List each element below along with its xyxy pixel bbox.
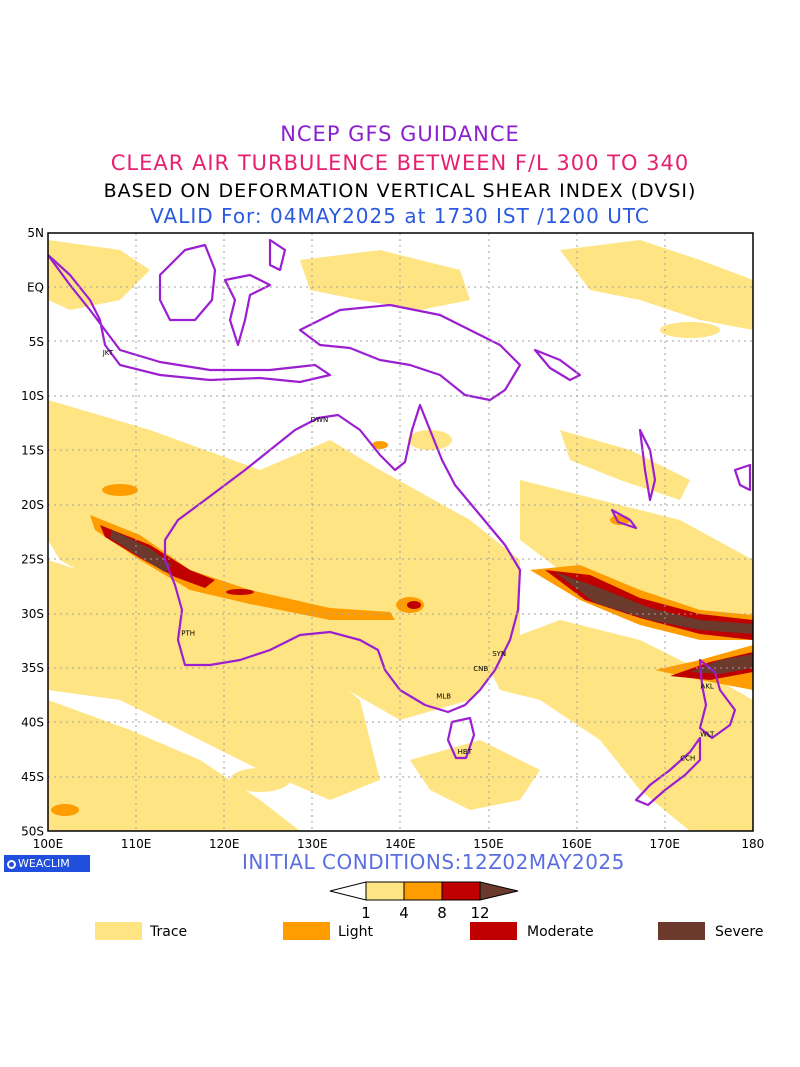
color-bar-tick: 1 (361, 904, 371, 922)
legend-label-light: Light (338, 924, 373, 940)
title-line-1: NCEP GFS GUIDANCE (280, 122, 520, 146)
longitude-label: 180 (741, 837, 764, 851)
longitude-label: 160E (561, 837, 592, 851)
city-label: MLB (436, 692, 451, 700)
longitude-label: 170E (649, 837, 680, 851)
latitude-label: 50S (21, 824, 44, 838)
coastlines (48, 238, 752, 807)
latitude-label: 15S (21, 444, 44, 458)
legend-label-moderate: Moderate (527, 924, 594, 940)
legend-swatch-trace (95, 922, 142, 940)
color-bar-tick: 12 (470, 904, 489, 922)
city-label: CCH (680, 754, 695, 762)
city-label: PTH (181, 629, 195, 637)
map-frame (47, 232, 754, 832)
city-label: SYN (492, 650, 506, 658)
longitude-label: 130E (297, 837, 328, 851)
color-bar: 1 4 8 12 (329, 881, 519, 922)
latitude-labels: 5N EQ 5S 10S 15S 20S 25S 30S 35S 40S 45S 50S (21, 226, 44, 838)
longitude-label: 100E (33, 837, 64, 851)
legend-swatch-severe (658, 922, 705, 940)
color-bar-low-arrow (329, 881, 367, 901)
latitude-label: 5N (27, 226, 44, 240)
color-bar-trace (365, 881, 405, 901)
city-label: JKT (102, 349, 114, 357)
logo-text: WEACLIM (18, 857, 70, 870)
severe-regions (110, 530, 753, 674)
trace-regions (48, 240, 753, 831)
latitude-label: 40S (21, 716, 44, 730)
legend-label-severe: Severe (715, 924, 763, 940)
color-bar-light (403, 881, 443, 901)
color-bar-severe-arrow (479, 881, 519, 901)
latitude-label: EQ (27, 280, 44, 294)
category-legend: Trace Light Moderate Severe (95, 922, 763, 940)
city-label: DWN (311, 416, 329, 424)
legend-swatch-moderate (470, 922, 517, 940)
longitude-label: 110E (121, 837, 152, 851)
map-plot-area: JKT DWN PTH SYN CNB MLB HBT AKL WLT CCH (48, 233, 753, 831)
latitude-label: 30S (21, 607, 44, 621)
color-bar-moderate (441, 881, 481, 901)
city-labels: JKT DWN PTH SYN CNB MLB HBT AKL WLT CCH (102, 349, 715, 763)
color-bar-tick: 4 (399, 904, 409, 922)
city-label: WLT (700, 730, 715, 738)
longitude-label: 150E (473, 837, 504, 851)
longitude-label: 120E (209, 837, 240, 851)
latitude-label: 5S (29, 335, 44, 349)
latitude-label: 25S (21, 552, 44, 566)
latitude-label: 20S (21, 498, 44, 512)
latitude-label: 10S (21, 389, 44, 403)
city-label: CNB (473, 665, 488, 673)
weaclim-logo: WEACLIM (4, 855, 90, 872)
city-label: HBT (458, 748, 473, 756)
longitude-label: 140E (385, 837, 416, 851)
logo-icon (7, 860, 16, 869)
latitude-label: 45S (21, 770, 44, 784)
initial-conditions: INITIAL CONDITIONS:12Z02MAY2025 (242, 850, 625, 874)
color-bar-tick: 8 (437, 904, 447, 922)
longitude-labels: 100E 110E 120E 130E 140E 150E 160E 170E 180 (33, 837, 765, 851)
legend-label-trace: Trace (149, 924, 187, 940)
latitude-label: 35S (21, 661, 44, 675)
city-label: AKL (701, 683, 714, 691)
valid-time-line: VALID For: 04MAY2025 at 1730 IST /1200 U… (150, 204, 650, 228)
title-line-2: CLEAR AIR TURBULENCE BETWEEN F/L 300 TO … (110, 151, 690, 175)
gridlines (48, 233, 753, 831)
title-line-3: BASED ON DEFORMATION VERTICAL SHEAR INDE… (103, 180, 697, 202)
legend-swatch-light (283, 922, 330, 940)
